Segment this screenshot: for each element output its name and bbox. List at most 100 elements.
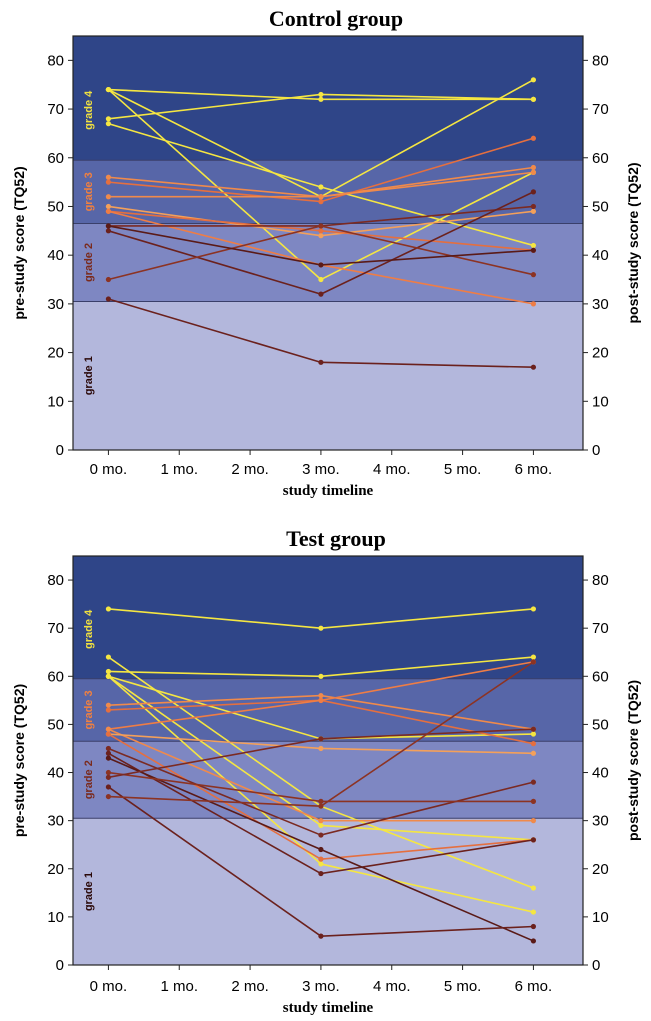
y-axis-label-left: pre-study score (TQ52) xyxy=(11,684,27,837)
y-tick-label-right: 80 xyxy=(592,572,609,589)
grade-label: grade 1 xyxy=(83,872,95,911)
data-point xyxy=(318,798,324,805)
data-point xyxy=(530,242,537,249)
y-tick-label-right: 50 xyxy=(592,716,609,733)
data-point xyxy=(105,793,112,800)
data-point xyxy=(105,174,112,180)
plot-frame xyxy=(72,35,584,451)
data-point xyxy=(318,194,324,200)
grade-band-1 xyxy=(73,818,583,965)
data-point xyxy=(530,885,537,891)
y-tick-label-left: 70 xyxy=(47,620,64,637)
y-tick-label-left: 60 xyxy=(47,150,64,167)
grade-label: grade 3 xyxy=(83,172,95,211)
x-tick-label: 5 mo. xyxy=(444,461,482,478)
x-tick-label: 3 mo. xyxy=(302,461,340,478)
y-tick-label-right: 20 xyxy=(592,861,609,878)
data-point xyxy=(318,736,324,742)
x-tick-label: 1 mo. xyxy=(160,461,198,478)
y-tick-label-left: 20 xyxy=(47,345,64,362)
data-point xyxy=(318,818,324,824)
grade-label: grade 1 xyxy=(83,356,95,395)
data-point xyxy=(530,779,537,785)
data-point xyxy=(318,291,324,297)
test-group-chart: grade 1 grade 2 grade 3 grade 4 0 0 10 10 20 20 30… xyxy=(11,526,641,1016)
data-point xyxy=(318,91,324,98)
data-point xyxy=(105,179,112,185)
data-point xyxy=(318,861,324,867)
data-point xyxy=(318,359,324,365)
data-point xyxy=(530,169,537,175)
data-point xyxy=(105,673,112,679)
data-point xyxy=(105,606,112,612)
data-point xyxy=(530,606,537,612)
y-tick-label-right: 40 xyxy=(592,765,609,782)
y-tick-label-left: 80 xyxy=(47,52,64,69)
y-tick-label-right: 0 xyxy=(592,442,600,459)
data-point xyxy=(105,654,112,660)
data-point xyxy=(105,203,112,210)
data-point xyxy=(105,726,112,732)
grade-label: grade 4 xyxy=(83,609,95,649)
data-point xyxy=(530,938,537,944)
y-tick-label-left: 30 xyxy=(47,296,64,313)
data-point xyxy=(105,228,112,234)
data-point xyxy=(530,189,537,195)
x-tick-label: 3 mo. xyxy=(302,978,340,995)
data-point xyxy=(530,659,537,665)
data-point xyxy=(105,774,112,780)
y-tick-label-right: 70 xyxy=(592,620,609,637)
x-tick-label: 5 mo. xyxy=(444,978,482,995)
data-point xyxy=(105,223,112,229)
y-tick-label-right: 70 xyxy=(592,101,609,118)
data-point xyxy=(105,194,112,200)
y-tick-label-right: 30 xyxy=(592,296,609,313)
data-point xyxy=(530,837,537,843)
y-tick-label-right: 10 xyxy=(592,909,609,926)
data-point xyxy=(530,731,537,737)
y-tick-label-right: 60 xyxy=(592,668,609,685)
data-point xyxy=(105,208,112,214)
data-point xyxy=(105,784,112,790)
data-point xyxy=(318,692,324,699)
y-tick-label-left: 40 xyxy=(47,247,64,264)
data-point xyxy=(105,769,112,776)
data-point xyxy=(530,364,537,370)
grade-band-4 xyxy=(73,556,583,679)
data-point xyxy=(105,668,112,675)
data-point xyxy=(318,262,324,268)
data-point xyxy=(530,923,537,930)
y-tick-label-left: 80 xyxy=(47,572,64,589)
data-point xyxy=(318,276,324,283)
chart-title: Control group xyxy=(269,6,403,31)
data-point xyxy=(530,741,537,747)
y-tick-label-right: 50 xyxy=(592,198,609,215)
data-point xyxy=(318,223,324,229)
data-point xyxy=(530,96,537,102)
data-point xyxy=(530,208,537,214)
y-axis-label-left: pre-study score (TQ52) xyxy=(11,166,27,319)
data-point xyxy=(105,707,112,713)
y-tick-label-right: 60 xyxy=(592,150,609,167)
data-point xyxy=(318,933,324,939)
grade-label: grade 2 xyxy=(83,243,95,282)
data-point xyxy=(318,228,324,234)
data-point xyxy=(105,86,112,93)
y-tick-label-left: 60 xyxy=(47,668,64,685)
y-tick-label-left: 70 xyxy=(47,101,64,118)
x-tick-label: 1 mo. xyxy=(160,978,198,995)
x-tick-label: 6 mo. xyxy=(515,978,553,995)
plot-frame xyxy=(72,555,584,966)
data-point xyxy=(530,909,537,915)
data-point xyxy=(530,726,537,732)
x-tick-label: 2 mo. xyxy=(231,978,269,995)
grade-label: grade 4 xyxy=(83,90,95,130)
y-tick-label-left: 0 xyxy=(56,957,64,974)
control-group-chart: grade 1 grade 2 grade 3 grade 4 0 0 10 10 20 20 30… xyxy=(11,6,641,499)
data-point xyxy=(105,750,112,756)
data-point xyxy=(530,247,537,253)
y-tick-label-right: 0 xyxy=(592,957,600,974)
y-tick-label-left: 20 xyxy=(47,861,64,878)
x-tick-label: 6 mo. xyxy=(515,461,553,478)
